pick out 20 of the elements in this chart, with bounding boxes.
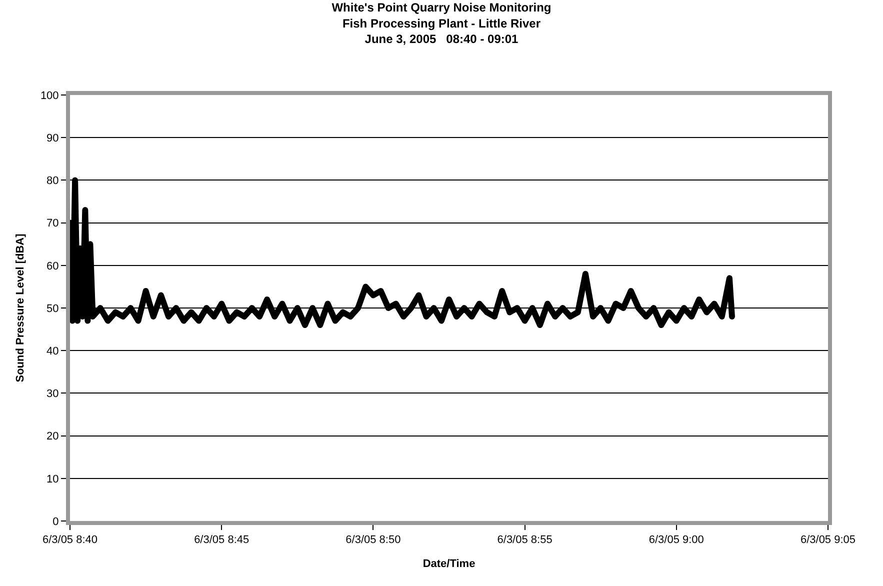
y-tick-label: 40 <box>46 345 59 358</box>
y-axis-title: Sound Pressure Level [dBA] <box>14 233 27 382</box>
x-tick-label: 6/3/05 9:05 <box>800 534 856 546</box>
chart-title: White's Point Quarry Noise Monitoring Fish Processing Plant - Little River June 3, 2005 08:40 - 09:01 <box>332 0 552 46</box>
y-tick-label: 100 <box>40 90 59 102</box>
y-tick-label: 20 <box>46 430 59 443</box>
x-tick-label: 6/3/05 8:55 <box>497 534 552 546</box>
y-tick-label: 80 <box>46 175 59 188</box>
y-tick-label: 60 <box>46 260 59 272</box>
x-axis-title: Date/Time <box>422 558 476 570</box>
x-tick-label: 6/3/05 8:40 <box>42 534 98 546</box>
y-tick-label: 70 <box>46 218 59 230</box>
y-tick-label: 0 <box>52 516 59 528</box>
y-tick-label: 10 <box>46 473 59 486</box>
x-tick-label: 6/3/05 9:00 <box>648 534 704 546</box>
y-tick-label: 30 <box>46 388 59 400</box>
y-tick-label: 90 <box>46 132 59 144</box>
x-tick-label: 6/3/05 8:50 <box>346 534 401 546</box>
x-tick-label: 6/3/05 8:45 <box>194 534 250 546</box>
y-tick-label: 50 <box>46 302 59 315</box>
